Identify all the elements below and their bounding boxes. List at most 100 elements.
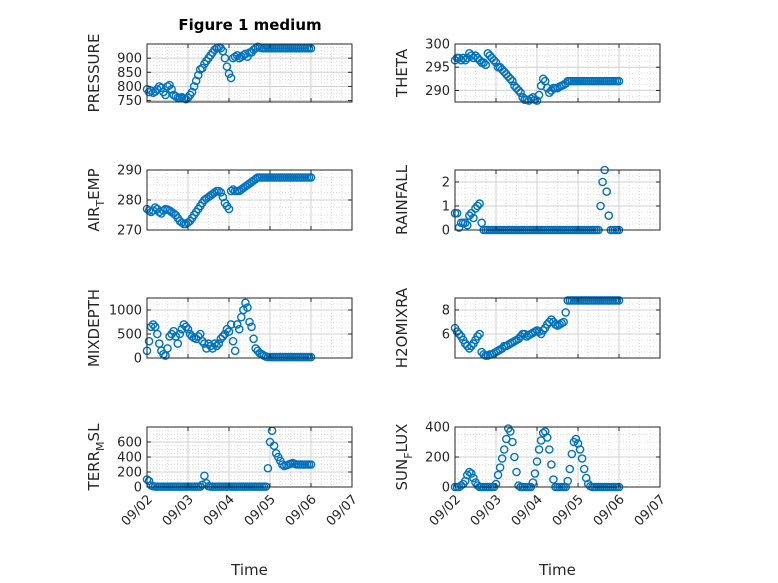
axes-box xyxy=(146,297,353,359)
data-point xyxy=(497,454,507,463)
data-point xyxy=(214,339,224,348)
data-point xyxy=(210,188,219,197)
data-point xyxy=(530,469,540,478)
data-point xyxy=(230,52,240,62)
y-axis-label: PRESSURE xyxy=(85,34,103,113)
data-point xyxy=(150,87,160,96)
y-axis-label: TERRMSL xyxy=(85,423,107,492)
data-point xyxy=(228,336,238,346)
data-point xyxy=(187,87,197,97)
x-tick-label: 09/06 xyxy=(591,492,628,529)
y-tick-label: 290 xyxy=(117,164,142,179)
data-point xyxy=(469,473,478,483)
data-point xyxy=(154,82,164,91)
series-points xyxy=(142,42,316,104)
x-tick-label: 09/07 xyxy=(324,492,361,529)
x-tick-label: 09/05 xyxy=(242,492,279,529)
data-point xyxy=(243,303,252,312)
data-point xyxy=(251,43,260,53)
data-point xyxy=(241,298,250,308)
data-point xyxy=(458,53,468,63)
data-point xyxy=(561,308,571,317)
x-tick-label: 09/03 xyxy=(468,492,505,529)
subplot-8: 0 200 400 09/02 09/03 09/04 09/05 09/06 09/07 SUN… xyxy=(393,421,669,580)
y-tick-label: 200 xyxy=(425,451,450,466)
data-point xyxy=(165,80,174,90)
data-point xyxy=(148,320,158,329)
data-point xyxy=(512,467,521,477)
data-point xyxy=(571,434,581,444)
data-point xyxy=(491,479,501,489)
data-point xyxy=(602,187,612,196)
data-point xyxy=(596,201,605,211)
x-tick-label: 09/03 xyxy=(160,492,197,529)
data-point xyxy=(189,82,199,91)
data-point xyxy=(161,90,170,100)
data-point xyxy=(538,74,548,84)
data-point xyxy=(210,339,219,348)
data-point xyxy=(614,296,624,305)
series-points xyxy=(450,296,624,360)
x-tick-label: 09/05 xyxy=(550,492,587,529)
data-point xyxy=(579,464,589,474)
data-point xyxy=(159,206,168,215)
data-point xyxy=(547,460,556,469)
data-point xyxy=(534,90,544,100)
data-point xyxy=(577,454,587,463)
data-point xyxy=(545,445,554,454)
data-point xyxy=(467,341,476,351)
data-point xyxy=(528,478,538,487)
data-point xyxy=(475,329,484,339)
data-point xyxy=(462,220,472,230)
data-point xyxy=(493,470,503,480)
data-point xyxy=(226,73,236,83)
data-point xyxy=(549,475,558,484)
data-point xyxy=(508,76,517,86)
x-axis-label: Time xyxy=(230,561,268,579)
y-tick-label: 295 xyxy=(425,61,450,76)
data-point xyxy=(163,344,172,353)
data-point xyxy=(224,69,234,79)
y-tick-label: 1000 xyxy=(109,304,142,319)
data-point xyxy=(460,218,470,228)
data-point xyxy=(191,76,201,86)
data-point xyxy=(230,346,240,356)
data-point xyxy=(542,433,552,442)
data-point xyxy=(220,53,230,63)
data-point xyxy=(520,329,530,339)
y-tick-label: 290 xyxy=(425,84,450,99)
data-point xyxy=(175,329,185,339)
y-tick-label: 900 xyxy=(117,52,142,67)
y-tick-label: 400 xyxy=(425,421,450,436)
x-tick-label: 09/04 xyxy=(509,492,546,529)
y-tick-label: 850 xyxy=(117,66,142,81)
series-points xyxy=(450,48,624,105)
y-tick-label: 6 xyxy=(442,328,450,343)
data-point xyxy=(183,324,193,334)
y-tick-label: 0 xyxy=(134,481,142,496)
data-point xyxy=(214,186,224,196)
data-point xyxy=(473,481,482,490)
data-point xyxy=(216,188,226,197)
data-point xyxy=(157,83,166,93)
data-point xyxy=(234,324,244,334)
data-point xyxy=(481,60,491,70)
data-point xyxy=(499,445,509,454)
data-point xyxy=(306,352,316,362)
axes-box xyxy=(454,169,661,231)
axes-box xyxy=(454,43,661,103)
data-point xyxy=(563,476,573,486)
data-point xyxy=(473,201,482,211)
data-point xyxy=(247,322,256,332)
data-point xyxy=(193,70,203,80)
subplot-4: 0 1 2 RAINFALL xyxy=(393,164,661,239)
subplot-5: 0 500 1000 MIXDEPTH xyxy=(85,289,353,367)
y-tick-label: 0 xyxy=(134,352,142,367)
y-tick-label: 200 xyxy=(117,466,142,481)
y-tick-label: 300 xyxy=(425,38,450,53)
data-point xyxy=(173,339,183,348)
data-point xyxy=(473,332,482,341)
data-point xyxy=(460,55,470,65)
